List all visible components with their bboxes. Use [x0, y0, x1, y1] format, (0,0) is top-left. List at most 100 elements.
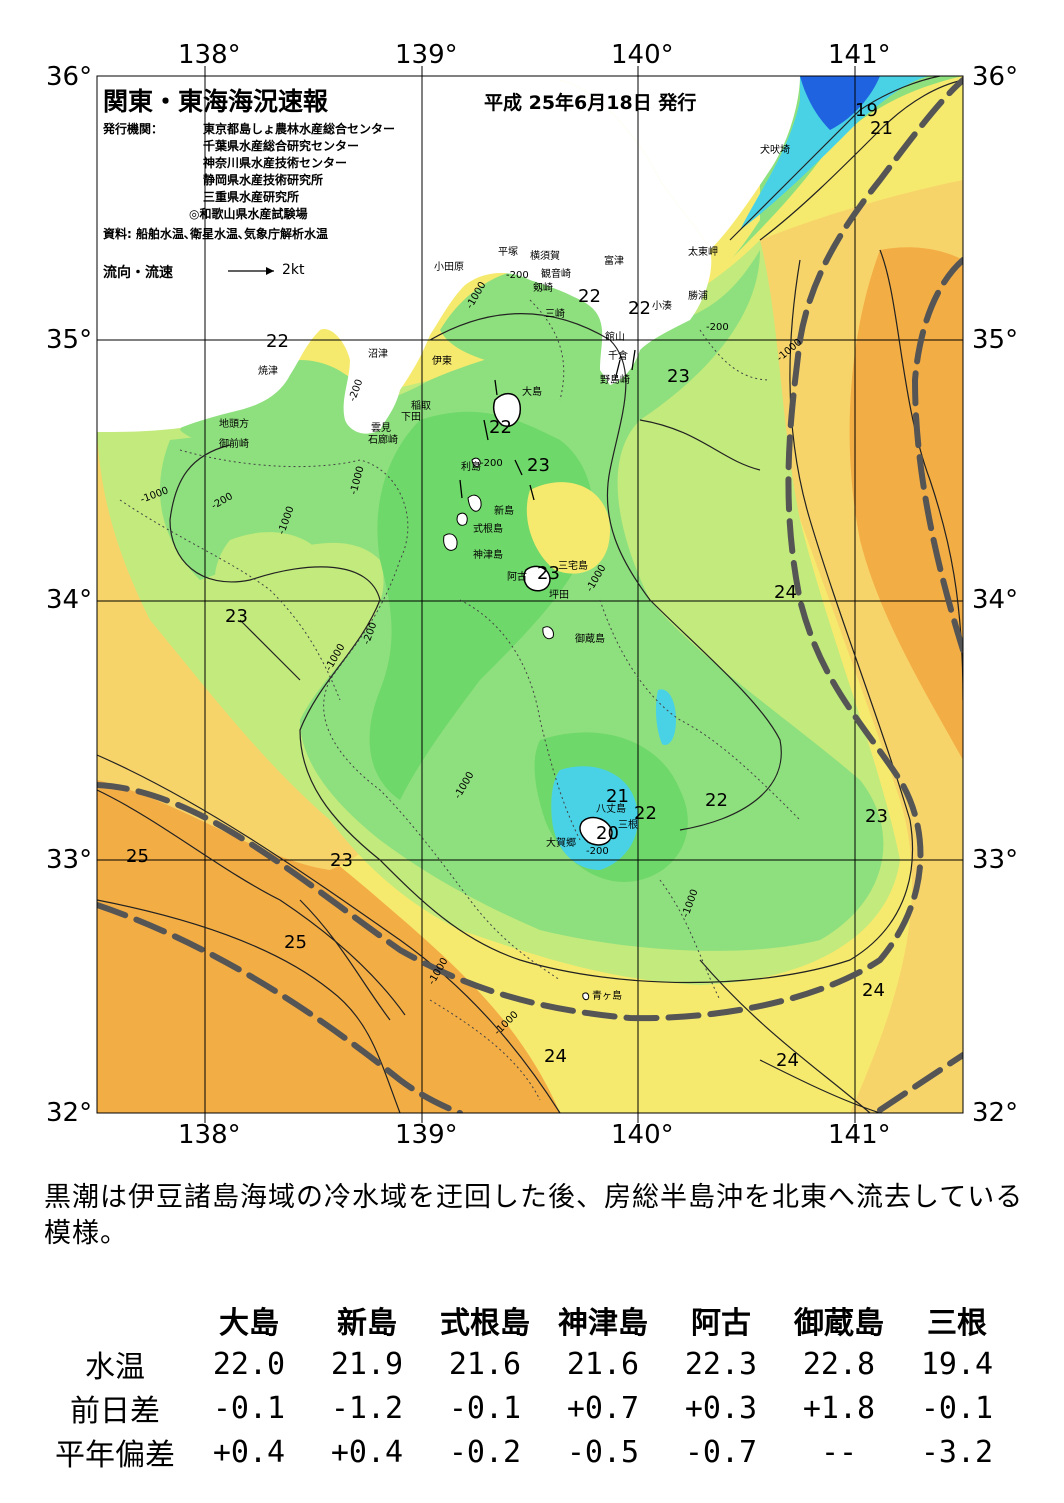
- table-cell: 21.6: [566, 1346, 640, 1382]
- issuer: 千葉県水産総合研究センター: [203, 139, 360, 153]
- place-label: 御前崎: [219, 439, 249, 450]
- lat-left-label: 36°: [46, 62, 93, 92]
- place-label: 石廊崎: [368, 435, 398, 446]
- table-cell: -0.1: [448, 1390, 522, 1426]
- lat-right-label: 36°: [972, 62, 1019, 92]
- current-legend-arrow: [228, 267, 274, 275]
- table-cell: +0.3: [684, 1390, 758, 1426]
- issuer: 東京都島しょ農林水産総合センター: [203, 122, 396, 136]
- place-label: 富津: [604, 256, 624, 267]
- map-frame: [96, 75, 964, 1114]
- place-label: 坪田: [549, 590, 569, 601]
- sea-cyan-spot: [655, 689, 676, 745]
- table-row: 水温 22.0 21.9 21.6 21.6 22.3 22.8 19.4: [40, 1342, 1016, 1386]
- place-label: 観音崎: [541, 269, 571, 280]
- isotherm-label: 23: [527, 455, 550, 476]
- place-label: 小田原: [434, 262, 464, 273]
- place-label: 八丈島: [596, 804, 626, 815]
- place-label: 青ヶ島: [592, 991, 622, 1002]
- place-label: 三宅島: [558, 561, 588, 572]
- current-legend-label: 流向・流速: [103, 265, 173, 281]
- column-header: 式根島: [440, 1306, 530, 1341]
- place-label: 三根: [618, 820, 638, 831]
- lat-left-label: 34°: [46, 585, 93, 615]
- table-cell: -0.1: [920, 1390, 994, 1426]
- column-header: 神津島: [558, 1306, 648, 1341]
- lon-bottom-label: 140°: [611, 1120, 674, 1150]
- isotherm-label: 23: [330, 850, 353, 871]
- place-label: 千倉: [608, 351, 628, 362]
- table-cell: -0.2: [448, 1434, 522, 1470]
- table-cell: +0.4: [330, 1434, 404, 1470]
- isotherm-label: 23: [667, 366, 690, 387]
- place-label: 剱崎: [533, 283, 553, 294]
- place-label: 下田: [401, 412, 421, 423]
- column-header: 新島: [337, 1306, 397, 1341]
- isotherm-label: 21: [870, 118, 893, 139]
- isotherm-label: 23: [537, 563, 560, 584]
- table-cell: -1.2: [330, 1390, 404, 1426]
- sea-blue-northeast: [800, 76, 880, 130]
- column-header: 大島: [219, 1306, 279, 1341]
- place-label: 野島崎: [600, 375, 630, 386]
- lon-top-label: 138°: [178, 40, 241, 70]
- issue-date: 平成 25年6月18日 発行: [484, 92, 697, 114]
- isotherm-label: 25: [284, 932, 307, 953]
- isotherm-label: 19: [855, 100, 878, 121]
- table-cell: 19.4: [920, 1346, 994, 1382]
- isotherm-label: 22: [489, 417, 512, 438]
- table-cell: +0.7: [566, 1390, 640, 1426]
- isotherm-label: 22: [628, 298, 651, 319]
- table-cell: 21.6: [448, 1346, 522, 1382]
- isotherm-label: 22: [705, 790, 728, 811]
- place-label: 三崎: [545, 309, 565, 320]
- island-mikurajima: [542, 626, 554, 640]
- depth-label: -200: [586, 846, 609, 857]
- current-legend-unit: 2kt: [282, 262, 305, 278]
- place-label: 横須賀: [530, 251, 560, 262]
- table-cell: 22.8: [802, 1346, 876, 1382]
- issuer: 静岡県水産技術研究所: [203, 173, 324, 187]
- lat-left-label: 32°: [46, 1098, 93, 1128]
- issuer: 三重県水産研究所: [203, 190, 300, 204]
- sea-yellowgreen-patch: [214, 532, 330, 633]
- isotherms: [97, 76, 963, 1113]
- sea-yellow-patch: [526, 482, 610, 574]
- place-label: 太東岬: [688, 247, 718, 258]
- oceanographic-summary: 黒潮は伊豆諸島海域の冷水域を迂回した後、房総半島沖を北東へ流去している模様。: [44, 1182, 1024, 1249]
- place-label: 小湊: [652, 301, 672, 312]
- isotherm-label: 25: [126, 846, 149, 867]
- grid: [97, 76, 963, 1113]
- table-cell: +1.8: [802, 1390, 876, 1426]
- table-cell: -0.1: [212, 1390, 286, 1426]
- place-label: 館山: [605, 332, 625, 343]
- isotherm-label: 20: [596, 823, 619, 844]
- island-niijima: [467, 494, 482, 512]
- lat-left-label: 33°: [46, 845, 93, 875]
- table-cell: +0.4: [212, 1434, 286, 1470]
- land-boso: [560, 76, 800, 250]
- place-label: 大賀郷: [546, 838, 576, 849]
- row-label: 前日差: [70, 1394, 160, 1429]
- column-header: 三根: [927, 1306, 987, 1341]
- sea-temperature-map: 138° 139° 140° 141° 138° 139° 140° 141° …: [46, 40, 1019, 1150]
- lat-right-label: 33°: [972, 845, 1019, 875]
- data-source: 資料: 船舶水温､衛星水温､気象庁解析水温: [103, 227, 328, 241]
- table-row: 前日差 -0.1 -1.2 -0.1 +0.7 +0.3 +1.8 -0.1: [40, 1386, 1016, 1430]
- depth-contours: [119, 299, 801, 1101]
- place-label: 式根島: [473, 524, 503, 535]
- depth-label: -200: [480, 458, 503, 469]
- place-label: 神津島: [473, 550, 503, 561]
- current-arrows: [459, 349, 636, 501]
- isotherm-label: 22: [578, 286, 601, 307]
- isotherm-label: 23: [865, 806, 888, 827]
- place-label: 犬吠埼: [760, 145, 790, 156]
- table-cell: --: [820, 1434, 858, 1470]
- sea-orange-east: [849, 247, 963, 760]
- row-label: 平年偏差: [55, 1438, 175, 1473]
- column-header: 阿古: [691, 1306, 751, 1341]
- table-cell: -0.5: [566, 1434, 640, 1470]
- island-toshima: [471, 457, 481, 467]
- isotherm-label: 24: [544, 1046, 567, 1067]
- island-kozushima: [443, 533, 458, 551]
